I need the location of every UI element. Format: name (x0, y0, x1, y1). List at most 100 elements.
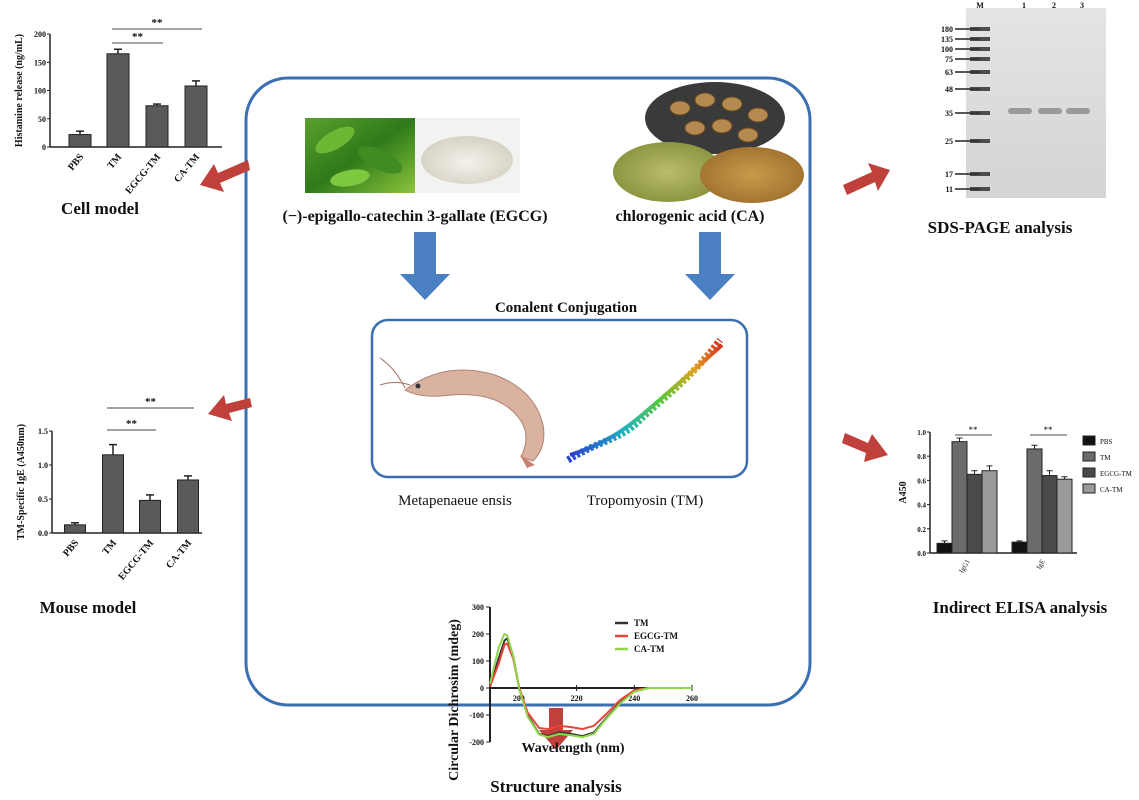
y-tick-label: 0.0 (917, 550, 926, 558)
protein-band (1038, 108, 1062, 114)
cell-model-title: Cell model (61, 199, 139, 218)
marker-label: 135 (941, 35, 953, 44)
marker-label: 11 (945, 185, 953, 194)
arrow-to-elisa-icon (842, 433, 888, 462)
bar-ca-tm (177, 479, 199, 534)
marker-band (970, 87, 990, 91)
y-tick-label: 0 (42, 143, 46, 152)
y-tick-label: -200 (469, 738, 484, 747)
significance-label: ** (132, 31, 144, 43)
bar-tm (102, 454, 124, 534)
sds-title: SDS-PAGE analysis (928, 218, 1073, 237)
y-tick-label: 100 (472, 657, 484, 666)
main-frame (244, 76, 812, 707)
y-tick-label: 0.4 (917, 502, 926, 510)
bar-egcg-tm (139, 499, 161, 534)
protein-label: Tropomyosin (TM) (587, 493, 704, 509)
significance-label: ** (152, 17, 164, 29)
y-tick-label: 200 (34, 30, 46, 39)
legend-label: TM (1100, 454, 1111, 462)
bar-ca-tm (184, 85, 208, 148)
marker-band (970, 187, 990, 191)
marker-label: 180 (941, 25, 953, 34)
marker-label: 25 (945, 137, 953, 146)
elisa-chart: 0.0 0.2 0.4 0.6 0.8 1.0 A450 IgG1 ** IgE ** PBS TM EG… (898, 425, 1133, 574)
bar-ca-tm-ige (1056, 478, 1073, 554)
arrow-to-mouse-model-icon (208, 395, 252, 421)
y-axis-label: A450 (898, 481, 909, 503)
protein-band (1066, 108, 1090, 114)
mouse-model-chart: 0.0 0.5 1.0 1.5 TM-Specific IgE (A450nm) PBS T… (16, 396, 202, 582)
marker-band (970, 27, 990, 31)
x-tick-label: EGCG-TM (116, 537, 156, 582)
arrow-to-structure-icon (539, 708, 573, 750)
marker-band (970, 172, 990, 176)
legend-label: TM (634, 618, 649, 628)
protein-band (1008, 108, 1032, 114)
legend-label: EGCG-TM (634, 631, 679, 641)
x-tick-label: IgG1 (958, 558, 972, 575)
egcg-label: (−)-epigallo-catechin 3-gallate (EGCG) (282, 208, 547, 225)
y-tick-label: 1.0 (917, 429, 926, 437)
shrimp-image (379, 357, 545, 468)
significance-label: ** (969, 425, 979, 435)
lane-label: 1 (1022, 1, 1026, 10)
x-tick-label: 220 (571, 694, 583, 703)
down-arrow-icon (400, 232, 450, 300)
tea-leaves-image (305, 118, 415, 193)
significance-label: ** (145, 396, 157, 408)
y-tick-label: 1.0 (38, 461, 48, 470)
legend-swatch (1082, 451, 1096, 462)
legend-swatch (1082, 483, 1096, 494)
cell-model-chart: 0 50 100 150 200 Histamine release (ng/mL) PBS… (14, 17, 222, 196)
y-tick-label: 150 (34, 58, 46, 67)
y-tick-label: 100 (34, 87, 46, 96)
bar-pbs-igg1 (936, 542, 953, 554)
down-arrow-icon (685, 232, 735, 300)
legend-swatch (1082, 467, 1096, 478)
marker-label: 48 (945, 85, 953, 94)
gel-background (966, 8, 1106, 198)
y-tick-label: 1.5 (38, 427, 48, 436)
y-axis-label: Circular Dichrosim (mdeg) (447, 619, 462, 781)
x-tick-label: PBS (66, 152, 86, 173)
bar-egcg-tm-ige (1041, 475, 1058, 554)
bar-tm-igg1 (951, 441, 968, 554)
marker-label: 75 (945, 55, 953, 64)
y-tick-label: 0.5 (38, 495, 48, 504)
arrow-to-cell-model-icon (200, 160, 250, 192)
y-tick-label: 0.8 (917, 453, 926, 461)
elisa-title: Indirect ELISA analysis (933, 598, 1108, 617)
mouse-model-title: Mouse model (40, 598, 137, 617)
marker-band (970, 111, 990, 115)
x-tick-label: EGCG-TM (123, 151, 163, 196)
legend-label: CA-TM (634, 644, 665, 654)
marker-label: 35 (945, 109, 953, 118)
x-tick-label: IgE (1035, 558, 1047, 571)
marker-band (970, 139, 990, 143)
y-tick-label: 0.2 (917, 526, 926, 534)
bar-pbs (64, 524, 86, 534)
x-tick-label: 260 (686, 694, 698, 703)
x-tick-label: 200 (513, 694, 525, 703)
significance-label: ** (126, 418, 138, 430)
x-tick-label: TM (101, 537, 120, 557)
ca-label: chlorogenic acid (CA) (615, 208, 764, 225)
legend-label: CA-TM (1100, 486, 1123, 494)
marker-label: 63 (945, 68, 953, 77)
y-tick-label: 0.0 (38, 529, 48, 538)
x-tick-label: 240 (628, 694, 640, 703)
legend-label: PBS (1100, 438, 1113, 446)
series-line-ca-tm (489, 633, 692, 739)
x-tick-label: CA-TM (164, 537, 195, 570)
marker-band (970, 37, 990, 41)
y-axis-label: TM-Specific IgE (A450nm) (16, 424, 27, 540)
y-tick-label: 0.6 (917, 477, 926, 485)
bar-ca-tm-igg1 (981, 470, 998, 554)
y-tick-label: 300 (472, 603, 484, 612)
marker-label: 100 (941, 45, 953, 54)
y-tick-label: 50 (38, 115, 46, 124)
x-tick-label: CA-TM (172, 151, 203, 184)
